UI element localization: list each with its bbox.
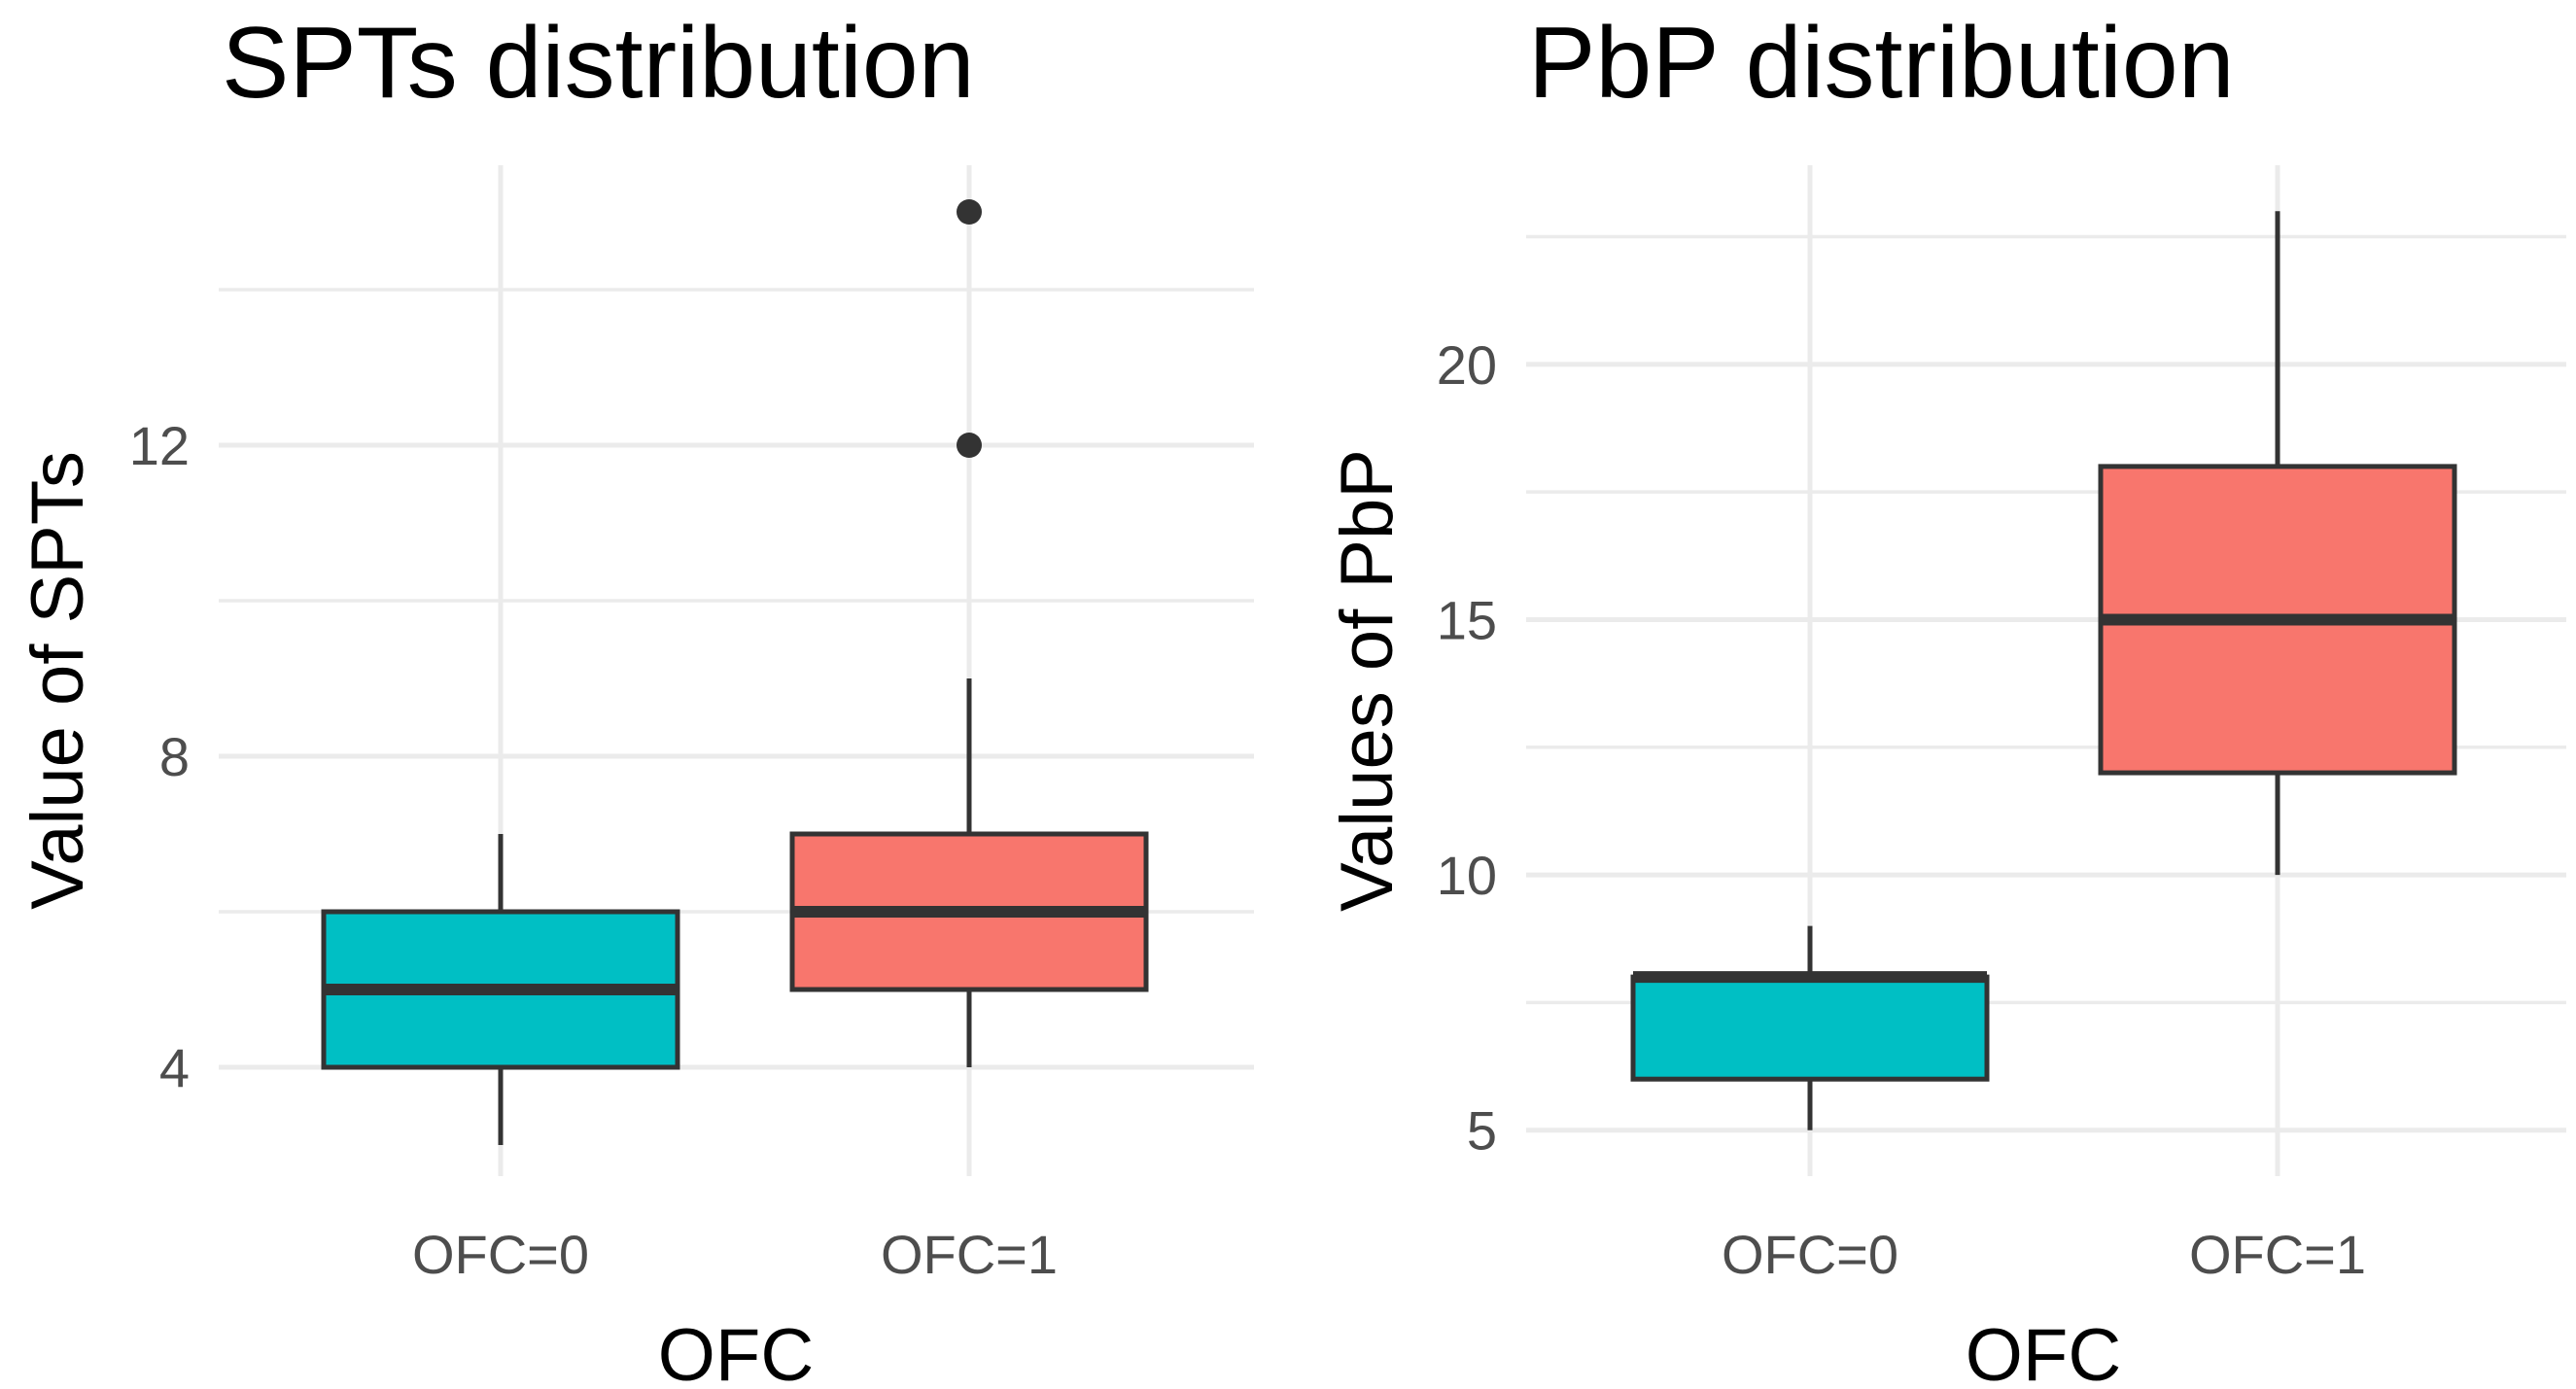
outlier-point: [957, 199, 982, 225]
y-tick-label: 4: [159, 1037, 190, 1098]
x-axis-title: OFC: [658, 1314, 814, 1389]
y-tick-label: 10: [1437, 845, 1497, 906]
outlier-point: [957, 433, 982, 458]
x-axis-title: OFC: [1966, 1314, 2121, 1389]
y-tick-label: 5: [1467, 1100, 1497, 1162]
spts-panel: 4 8 12 OFC=0 OFC=1 OFC Value of SPTs SPTs distr…: [17, 7, 1254, 1389]
chart-title: SPTs distribution: [222, 7, 975, 120]
x-tick-label: OFC=1: [881, 1224, 1058, 1285]
y-tick-label: 15: [1437, 589, 1497, 650]
y-tick-label: 8: [159, 726, 190, 787]
y-axis-title: Values of PbP: [1326, 449, 1409, 912]
y-tick-label: 12: [129, 415, 190, 476]
x-tick-label: OFC=1: [2189, 1224, 2366, 1285]
chart-title: PbP distribution: [1528, 7, 2235, 120]
x-tick-label: OFC=0: [412, 1224, 589, 1285]
y-axis-title: Value of SPTs: [17, 451, 99, 910]
box-ofc-0: [1630, 974, 1990, 1082]
y-tick-label: 20: [1437, 334, 1497, 396]
pbp-panel: 5 10 15 20 OFC=0 OFC=1 OFC Values of PbP PbP dis…: [1326, 7, 2566, 1389]
x-tick-label: OFC=0: [1722, 1224, 1898, 1285]
